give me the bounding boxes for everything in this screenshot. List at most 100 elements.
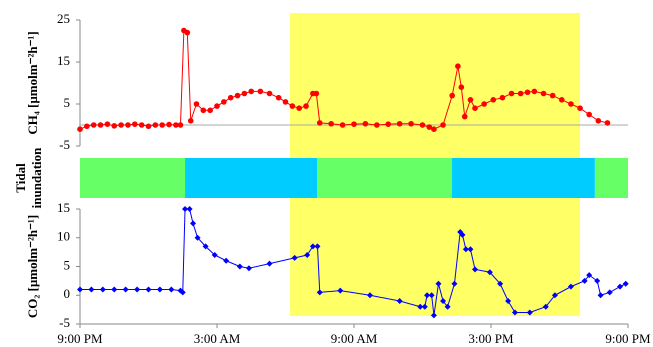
data-point	[200, 107, 207, 114]
data-point	[118, 122, 124, 128]
tidal-label: inundation	[29, 147, 44, 208]
data-point	[385, 121, 392, 127]
data-point	[122, 286, 129, 293]
data-point	[145, 123, 152, 130]
data-point	[337, 287, 344, 294]
data-point	[440, 298, 447, 304]
data-point	[304, 252, 311, 258]
tidal-label: Tidal	[13, 163, 28, 193]
data-point	[362, 120, 369, 127]
data-point	[472, 266, 479, 273]
data-point	[511, 309, 518, 316]
data-point	[455, 63, 461, 69]
data-point	[617, 283, 624, 290]
data-point	[558, 97, 565, 103]
data-point	[339, 122, 346, 128]
data-point	[426, 124, 433, 130]
data-point	[84, 123, 90, 130]
x-tick-label: 9:00 PM	[57, 331, 103, 346]
data-point	[396, 120, 403, 127]
data-point	[190, 220, 197, 227]
data-point	[424, 292, 431, 299]
data-point	[266, 90, 273, 97]
data-point	[430, 312, 437, 319]
data-point	[419, 122, 426, 128]
data-point	[581, 277, 588, 284]
x-tick-label: 3:00 PM	[468, 331, 514, 346]
data-point	[451, 280, 458, 287]
data-point	[266, 260, 273, 267]
x-tick-label: 9:00 PM	[605, 331, 651, 346]
data-point	[245, 265, 252, 272]
data-point	[275, 94, 282, 101]
data-point	[461, 113, 468, 120]
y-tick-label: 15	[57, 200, 70, 215]
data-point	[194, 234, 201, 241]
data-point	[440, 122, 446, 128]
data-point	[184, 29, 191, 36]
data-point	[594, 277, 601, 284]
data-point	[549, 92, 556, 99]
data-point	[173, 122, 179, 128]
data-point	[328, 120, 334, 127]
x-tick-label: 9:00 AM	[331, 331, 378, 346]
data-point	[248, 88, 255, 95]
data-point	[313, 90, 320, 97]
data-point	[467, 246, 474, 253]
data-point	[622, 280, 629, 287]
data-point	[77, 126, 83, 132]
data-point	[234, 92, 241, 99]
data-point	[97, 122, 104, 128]
data-point	[467, 97, 474, 103]
data-point	[606, 289, 613, 296]
data-point	[193, 101, 200, 107]
data-point	[111, 123, 118, 129]
y-tick-label: -5	[59, 137, 70, 152]
data-point	[459, 231, 466, 238]
data-point	[159, 122, 165, 128]
data-point	[134, 286, 141, 293]
y-tick-label: 5	[64, 257, 71, 272]
data-point	[257, 88, 264, 95]
data-point	[236, 263, 243, 270]
y-tick-label: -5	[59, 315, 70, 330]
data-point	[526, 309, 533, 316]
data-point	[505, 298, 512, 304]
data-point	[314, 243, 321, 250]
data-point	[462, 246, 469, 253]
data-point	[296, 105, 303, 111]
y-tick-label: 10	[57, 229, 70, 244]
data-point	[490, 97, 497, 103]
tidal-segment	[594, 158, 628, 198]
data-point	[499, 94, 506, 101]
data-point	[497, 280, 504, 287]
data-point	[132, 121, 138, 127]
data-point	[202, 243, 209, 250]
data-point	[186, 206, 193, 212]
data-point	[481, 101, 487, 107]
tidal-segment	[317, 158, 452, 198]
data-point	[604, 120, 611, 126]
data-point	[396, 298, 403, 304]
y-tick-label: 0	[64, 286, 71, 301]
data-point	[449, 92, 455, 99]
data-point	[597, 292, 604, 299]
data-point	[187, 118, 194, 124]
data-point	[374, 122, 380, 128]
data-point	[586, 111, 592, 118]
y-tick-label: 5	[64, 95, 71, 110]
data-point	[289, 103, 296, 109]
data-point	[207, 107, 213, 114]
data-point	[551, 292, 558, 299]
data-point	[156, 286, 163, 293]
x-tick-label: 3:00 AM	[194, 331, 241, 346]
data-point	[104, 121, 111, 127]
data-point	[486, 269, 493, 276]
data-point	[182, 206, 189, 212]
data-point	[227, 94, 234, 101]
data-point	[241, 90, 248, 97]
data-point	[524, 89, 531, 96]
data-point	[88, 286, 95, 293]
data-point	[99, 286, 106, 293]
